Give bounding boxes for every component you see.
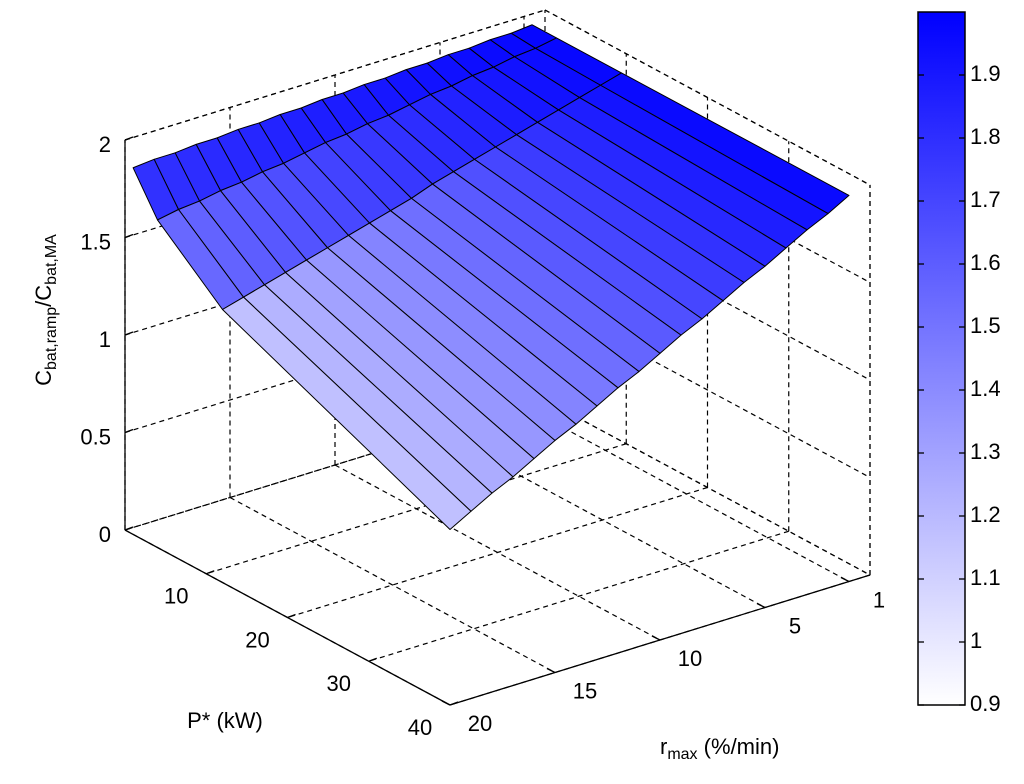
colorbar-tick-label: 1.3 [970,439,1001,464]
y-tick [840,576,850,583]
z-tick-label: 0 [99,522,111,547]
colorbar-tick-label: 1.8 [970,124,1001,149]
y-tick [651,635,661,641]
grid-line [368,530,789,662]
z-axis-label-part: bat,ramp [43,307,60,370]
z-tick-label: 2 [99,132,111,157]
colorbar-tick-label: 1.9 [970,61,1001,86]
colorbar-tick-label: 1.2 [970,502,1001,527]
grid-line [229,496,556,674]
z-tick [124,331,134,336]
y-tick-label: 1 [873,587,885,612]
grid-line [544,301,871,479]
z-tick [124,136,134,141]
z-tick-label: 0.5 [80,424,111,449]
z-tick-label: 1 [99,327,111,352]
x-axis-label: P* (kW) [187,708,263,733]
z-tick [124,428,134,434]
colorbar-tick-label: 1.7 [970,187,1001,212]
x-tick-label: 20 [245,627,269,652]
y-axis-label: rmax (%/min) [660,734,779,763]
x-tick [368,657,377,662]
x-tick [206,570,215,575]
y-tick [756,602,766,609]
y-tick-label: 20 [468,711,492,736]
y-tick-label: 10 [678,646,702,671]
x-tick-label: 30 [327,671,351,696]
surface-patch [222,296,472,530]
y-axis-label-part: (%/min) [698,734,780,759]
colorbar-tick-label: 1.6 [970,250,1001,275]
y-tick [441,700,451,706]
z-axis-label-part: /C [31,285,56,307]
grid-line [206,443,627,575]
z-tick [124,233,134,239]
colorbar-fill [917,11,966,706]
colorbar-tick-label: 1 [970,628,982,653]
y-axis-label-part: max [667,746,697,763]
colorbar-tick-label: 1.5 [970,313,1001,338]
z-axis-label-part: C [31,370,56,386]
colorbar-tick-label: 1.4 [970,376,1001,401]
x-tick-label: 10 [164,584,188,609]
colorbar-tick-label: 0.9 [970,691,1001,716]
colorbar-tick-label: 1.1 [970,565,1001,590]
grid-line [287,486,708,619]
z-axis-label: Cbat,ramp/Cbat,MA [31,234,60,386]
y-tick [546,667,556,674]
x-tick [449,701,459,706]
x-tick [287,613,296,619]
surface [132,24,850,530]
y-tick-label: 15 [573,678,597,703]
x-tick-label: 40 [408,715,432,740]
y-tick-label: 5 [789,613,801,638]
z-tick [124,526,134,531]
z-tick-label: 1.5 [80,229,111,254]
colorbar: 0.9 1 1.1 1.2 1.3 1.4 1.5 1.6 1.7 1.8 1.9 [917,11,1001,716]
y-axis-label-part: r [660,734,667,759]
z-axis-label-part: bat,MA [43,234,60,285]
